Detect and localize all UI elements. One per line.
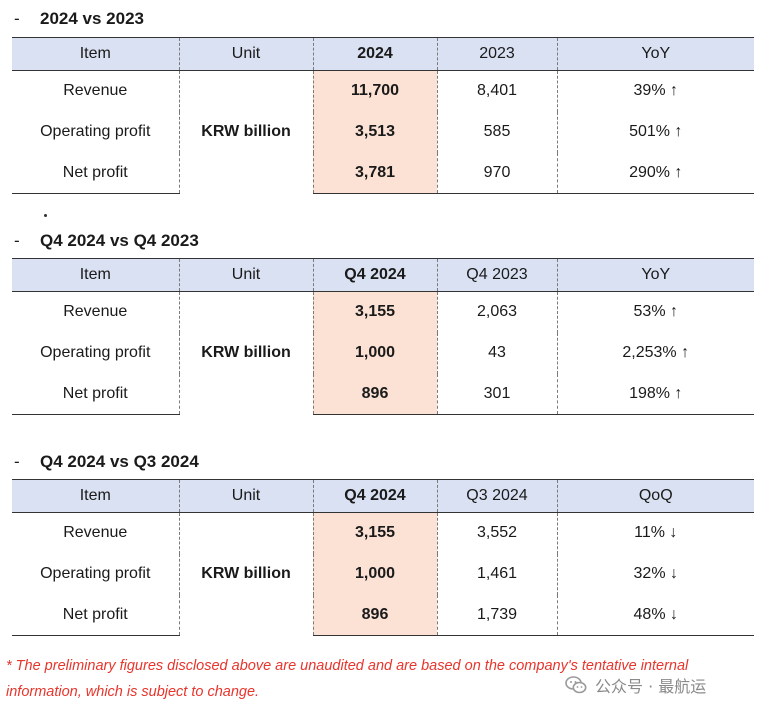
cell-item: Revenue bbox=[63, 524, 128, 542]
section-dash: - bbox=[14, 452, 20, 471]
table-row: Operating profit 1,000 43 2,253% ↑ bbox=[12, 332, 754, 374]
cell-current: 1,000 bbox=[312, 332, 437, 374]
cell-previous: 301 bbox=[436, 373, 557, 415]
cell-current: 896 bbox=[312, 594, 437, 636]
header-current: Q4 2024 bbox=[312, 479, 437, 513]
header-change: QoQ bbox=[556, 479, 754, 513]
table-row: Operating profit 1,000 1,461 32% ↓ bbox=[12, 553, 754, 595]
header-current: Q4 2024 bbox=[312, 258, 437, 292]
cell-item: Revenue bbox=[63, 82, 128, 100]
header-item: Item bbox=[12, 479, 179, 513]
section-title-text: Q4 2024 vs Q3 2024 bbox=[40, 452, 199, 471]
table-row: Net profit 3,781 970 290% ↑ bbox=[12, 152, 754, 194]
header-unit: Unit bbox=[178, 258, 313, 292]
table-q4-yoy: Item Unit Q4 2024 Q4 2023 YoY Revenue KR… bbox=[12, 258, 754, 415]
cell-change: 198% ↑ bbox=[556, 373, 754, 415]
cell-current: 3,513 bbox=[312, 111, 437, 153]
table-header-row: Item Unit 2024 2023 YoY bbox=[12, 37, 754, 71]
cell-change: 11% ↓ bbox=[556, 512, 754, 554]
cell-item: Operating profit bbox=[40, 565, 151, 582]
cell-change: 501% ↑ bbox=[556, 111, 754, 153]
table-header-row: Item Unit Q4 2024 Q4 2023 YoY bbox=[12, 258, 754, 292]
header-previous: Q3 2024 bbox=[436, 479, 557, 513]
cell-item: Operating profit bbox=[40, 123, 151, 140]
table-annual: Item Unit 2024 2023 YoY Revenue KRW bill… bbox=[12, 37, 754, 194]
table-row: Revenue KRW billion 3,155 2,063 53% ↑ bbox=[12, 291, 754, 415]
footnote: * The preliminary figures disclosed abov… bbox=[6, 658, 689, 700]
header-current: 2024 bbox=[312, 37, 437, 71]
table-q4-qoq: Item Unit Q4 2024 Q3 2024 QoQ Revenue KR… bbox=[12, 479, 754, 636]
cell-item: Net profit bbox=[12, 152, 179, 194]
section-dash: - bbox=[14, 231, 20, 250]
cell-unit: KRW billion bbox=[178, 70, 313, 194]
cell-item: Net profit bbox=[12, 373, 179, 415]
section-title-text: 2024 vs 2023 bbox=[40, 9, 144, 28]
table-header-row: Item Unit Q4 2024 Q3 2024 QoQ bbox=[12, 479, 754, 513]
section-title-q4-qoq: - Q4 2024 vs Q3 2024 bbox=[14, 452, 199, 472]
cell-change: 53% ↑ bbox=[556, 291, 754, 333]
header-previous: Q4 2023 bbox=[436, 258, 557, 292]
cell-current: 3,781 bbox=[312, 152, 437, 194]
cell-change: 48% ↓ bbox=[556, 594, 754, 636]
cell-change: 32% ↓ bbox=[556, 553, 754, 595]
cell-change: 290% ↑ bbox=[556, 152, 754, 194]
cell-previous: 43 bbox=[436, 332, 557, 374]
table-row: Operating profit 3,513 585 501% ↑ bbox=[12, 111, 754, 153]
watermark: 公众号 · 最航运 bbox=[565, 673, 706, 697]
cell-previous: 1,739 bbox=[436, 594, 557, 636]
cell-previous: 585 bbox=[436, 111, 557, 153]
cell-current: 896 bbox=[312, 373, 437, 415]
section-title-text: Q4 2024 vs Q4 2023 bbox=[40, 231, 199, 250]
cell-previous: 2,063 bbox=[436, 291, 557, 333]
header-previous: 2023 bbox=[436, 37, 557, 71]
cell-previous: 8,401 bbox=[436, 70, 557, 112]
cell-unit: KRW billion bbox=[178, 291, 313, 415]
table-row: Revenue KRW billion 3,155 3,552 11% ↓ bbox=[12, 512, 754, 636]
cell-current: 11,700 bbox=[312, 70, 437, 112]
cell-item: Operating profit bbox=[40, 344, 151, 361]
table-row: Revenue KRW billion 11,700 8,401 39% ↑ bbox=[12, 70, 754, 194]
header-unit: Unit bbox=[178, 37, 313, 71]
table-row: Net profit 896 301 198% ↑ bbox=[12, 373, 754, 415]
header-change: YoY bbox=[556, 258, 754, 292]
cell-previous: 1,461 bbox=[436, 553, 557, 595]
cell-item: Revenue bbox=[63, 303, 128, 321]
header-item: Item bbox=[12, 37, 179, 71]
stray-dot bbox=[44, 214, 47, 217]
cell-change: 2,253% ↑ bbox=[556, 332, 754, 374]
wechat-icon bbox=[565, 676, 587, 694]
section-dash: - bbox=[14, 9, 20, 28]
cell-current: 3,155 bbox=[312, 291, 437, 333]
cell-current: 1,000 bbox=[312, 553, 437, 595]
table-row: Net profit 896 1,739 48% ↓ bbox=[12, 594, 754, 636]
section-title-q4-yoy: - Q4 2024 vs Q4 2023 bbox=[14, 231, 199, 251]
cell-change: 39% ↑ bbox=[556, 70, 754, 112]
cell-previous: 970 bbox=[436, 152, 557, 194]
header-item: Item bbox=[12, 258, 179, 292]
section-title-annual: - 2024 vs 2023 bbox=[14, 9, 144, 29]
header-unit: Unit bbox=[178, 479, 313, 513]
cell-previous: 3,552 bbox=[436, 512, 557, 554]
cell-unit: KRW billion bbox=[178, 512, 313, 636]
header-change: YoY bbox=[556, 37, 754, 71]
watermark-text: 公众号 · 最航运 bbox=[595, 677, 707, 696]
cell-item: Net profit bbox=[12, 594, 179, 636]
cell-current: 3,155 bbox=[312, 512, 437, 554]
